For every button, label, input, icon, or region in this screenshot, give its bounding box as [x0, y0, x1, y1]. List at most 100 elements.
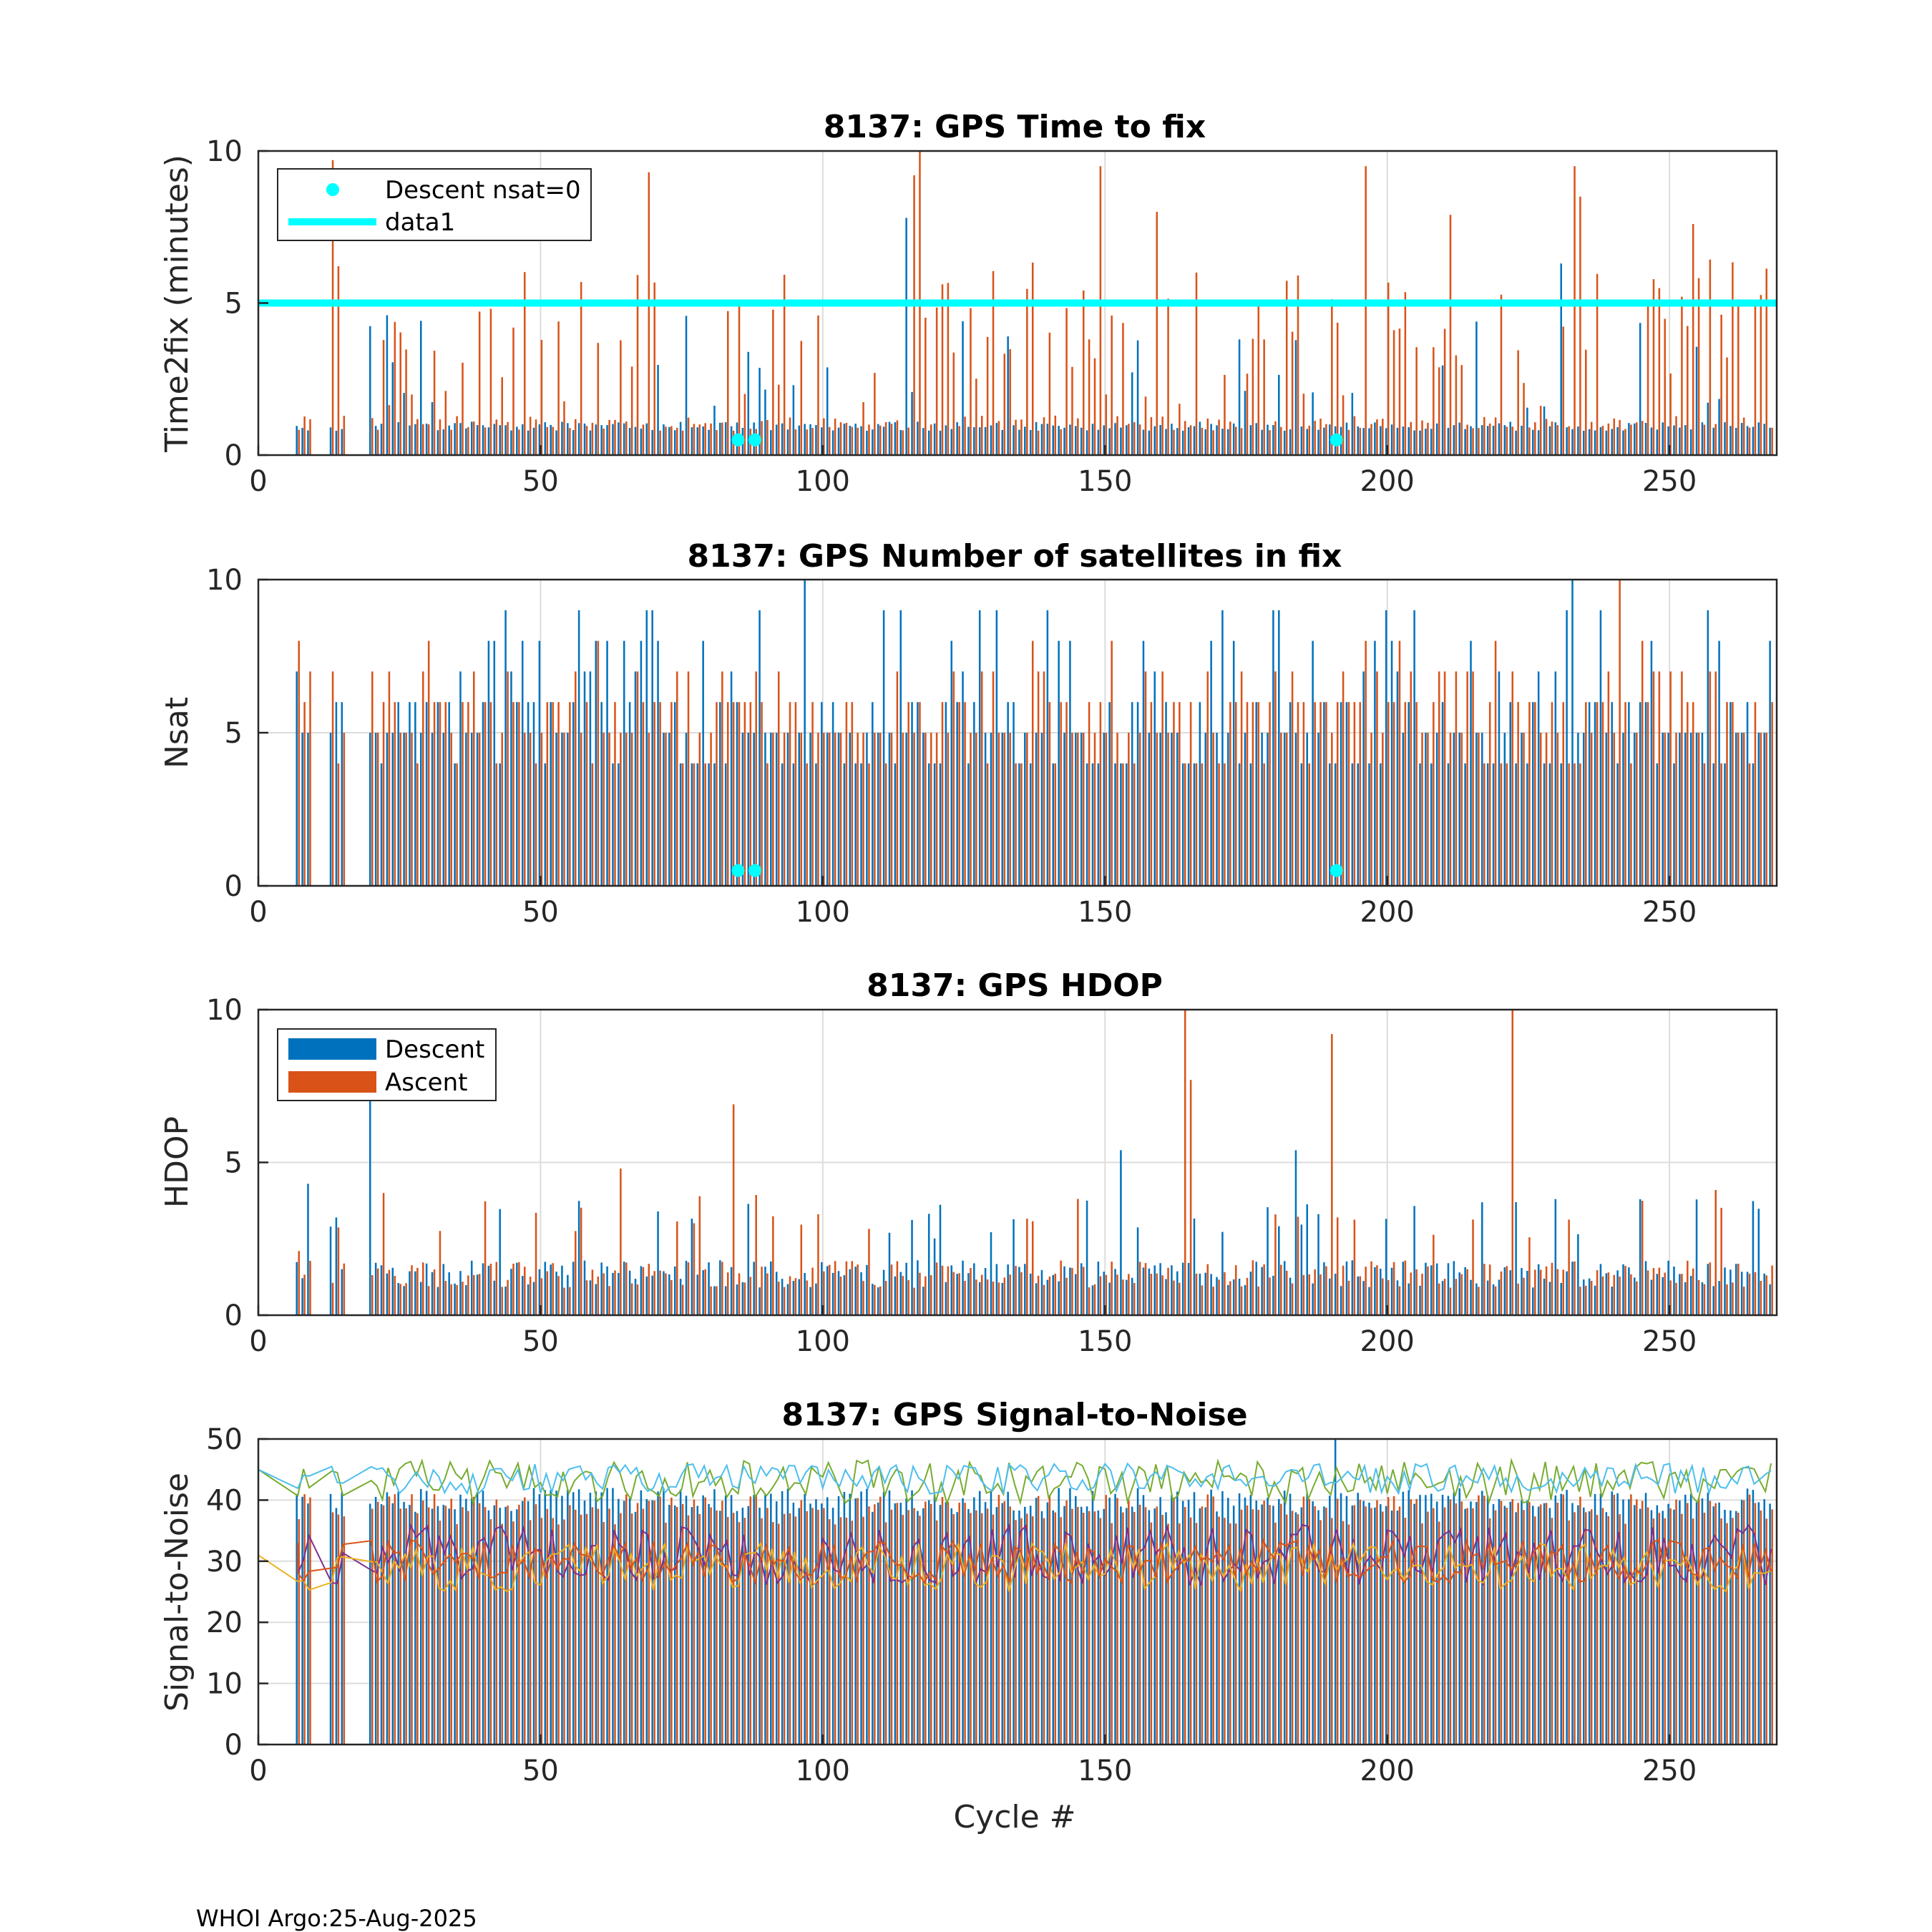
- descent-bar: [1628, 423, 1630, 455]
- descent-bar: [1407, 1490, 1410, 1745]
- descent-bar: [866, 733, 868, 886]
- descent-bar: [1300, 1507, 1303, 1745]
- ascent-bar: [1528, 427, 1531, 455]
- descent-bar: [809, 733, 811, 886]
- descent-bar: [504, 1506, 507, 1745]
- ascent-bar: [1382, 1278, 1384, 1315]
- descent-bar: [1679, 1500, 1681, 1745]
- ascent-bar: [884, 421, 887, 455]
- ascent-bar: [1370, 424, 1372, 455]
- descent-bar: [1176, 428, 1179, 455]
- descent-bar: [380, 763, 383, 886]
- ascent-bar: [1681, 1274, 1683, 1315]
- x-tick-label: 150: [1078, 896, 1132, 929]
- descent-bar: [956, 702, 958, 886]
- descent-bar: [1153, 1508, 1156, 1745]
- descent-bar: [1486, 426, 1489, 455]
- ascent-bar: [653, 1501, 655, 1745]
- ascent-bar: [884, 763, 887, 886]
- ascent-bar: [941, 284, 944, 455]
- ascent-bar: [1138, 1262, 1141, 1315]
- descent-bar: [990, 1232, 992, 1315]
- descent-bar: [713, 1489, 716, 1745]
- ascent-bar: [716, 1510, 718, 1745]
- ascent-bar: [1687, 1260, 1689, 1315]
- ascent-bar: [783, 1287, 786, 1315]
- descent-bar: [854, 424, 857, 455]
- descent-bar: [962, 321, 964, 455]
- ascent-bar: [1771, 1509, 1773, 1745]
- ascent-bar: [1596, 273, 1599, 455]
- descent-bar: [1425, 1495, 1427, 1745]
- ascent-bar: [642, 424, 645, 455]
- legend: Descent Ascent: [277, 1028, 497, 1101]
- descent-bar: [1103, 733, 1106, 886]
- ascent-bar: [1562, 702, 1565, 886]
- descent-bar: [1515, 430, 1517, 455]
- ascent-bar: [1765, 733, 1767, 886]
- ascent-bar: [1585, 349, 1587, 455]
- ascent-bar: [823, 1508, 825, 1745]
- ascent-bar: [1111, 640, 1113, 886]
- descent-bar: [713, 1286, 716, 1315]
- ascent-bar: [376, 1501, 379, 1745]
- descent-bar: [1526, 407, 1528, 455]
- x-tick-label: 200: [1360, 465, 1415, 498]
- descent-bar: [933, 763, 936, 886]
- ascent-bar: [1082, 733, 1085, 886]
- descent-bar: [301, 733, 303, 886]
- descent-bar: [1368, 1287, 1370, 1315]
- ascent-bar: [698, 1513, 701, 1745]
- ascent-bar: [862, 401, 864, 455]
- descent-bar: [911, 391, 913, 455]
- descent-bar: [465, 733, 467, 886]
- descent-bar: [1611, 1287, 1613, 1315]
- descent-bar: [510, 1269, 512, 1315]
- descent-bar: [1334, 1274, 1337, 1315]
- descent-bar: [600, 425, 602, 455]
- descent-bar: [296, 671, 298, 886]
- descent-bar: [1554, 1199, 1557, 1315]
- ascent-bar: [524, 733, 526, 886]
- ascent-bar: [1173, 1280, 1175, 1315]
- descent-bar: [668, 426, 670, 455]
- ascent-bar: [1410, 1272, 1413, 1315]
- descent-bar: [1435, 1263, 1438, 1315]
- descent-bar: [978, 610, 981, 886]
- ascent-bar: [569, 428, 571, 455]
- ascent-bar: [399, 1508, 401, 1745]
- ascent-bar: [1082, 1267, 1085, 1315]
- ascent-bar: [681, 1284, 684, 1315]
- ascent-bar: [484, 702, 487, 886]
- ascent-bar: [450, 1498, 452, 1745]
- ascent-bar: [1353, 702, 1356, 886]
- ascent-bar: [1619, 1277, 1621, 1315]
- ascent-bar: [1703, 424, 1706, 455]
- ascent-bar: [1613, 1274, 1616, 1315]
- ascent-bar: [924, 317, 927, 455]
- descent-bar: [516, 702, 518, 886]
- ascent-bar: [450, 429, 452, 455]
- ascent-bar: [1184, 1507, 1186, 1745]
- descent-bar: [1509, 421, 1511, 455]
- descent-bar: [329, 427, 332, 455]
- descent-bar: [1611, 702, 1613, 886]
- ascent-bar: [507, 671, 509, 886]
- ascent-bar: [1195, 272, 1198, 455]
- descent-bar: [419, 1282, 422, 1315]
- descent-bar: [454, 1283, 456, 1315]
- ascent-bar: [394, 702, 396, 886]
- snr-line: [258, 1541, 1772, 1594]
- descent-bar: [1385, 1219, 1387, 1315]
- descent-bar: [831, 1272, 834, 1315]
- descent-bar: [1413, 610, 1415, 886]
- ascent-bar: [1669, 373, 1672, 455]
- ascent-bar: [862, 1281, 864, 1315]
- ascent-bar: [1167, 1267, 1169, 1315]
- descent-bar: [1634, 1277, 1636, 1315]
- ascent-bar: [597, 640, 600, 886]
- ascent-bar: [1387, 1279, 1390, 1315]
- ascent-bar: [1319, 1274, 1322, 1315]
- ascent-bar: [958, 702, 960, 886]
- descent-bar: [1085, 763, 1088, 886]
